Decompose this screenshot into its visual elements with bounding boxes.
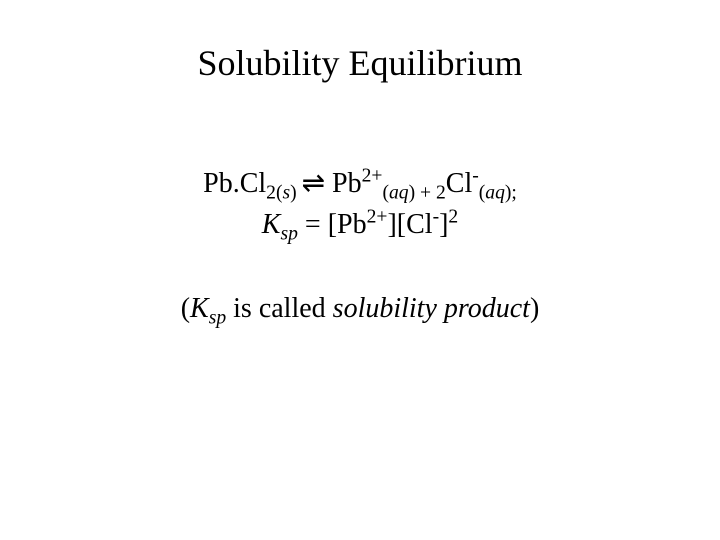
slide: Solubility Equilibrium Pb.Cl2(s) ⇌ Pb2+(… xyxy=(0,0,720,540)
ksp-sp: sp xyxy=(280,223,297,244)
state-aq2: aq xyxy=(485,183,505,204)
slide-title: Solubility Equilibrium xyxy=(0,42,720,84)
ksp-k: K xyxy=(262,209,281,240)
note-k: K xyxy=(190,293,209,324)
ksp-sup-2plus: 2+ xyxy=(367,206,388,227)
aq2-close-semi: ); xyxy=(505,183,517,204)
ksp-sup-2: 2 xyxy=(448,206,458,227)
note-close: ) xyxy=(530,293,539,324)
sub-aq1-open: (aq) + 2 xyxy=(382,183,445,204)
sub-close: ) xyxy=(290,183,301,204)
aq1-close-plus-2: ) + 2 xyxy=(409,183,446,204)
note-solprod: solubility product xyxy=(333,293,530,324)
sub-aq2: (aq); xyxy=(479,183,517,204)
equilibrium-equation: Pb.Cl2(s) ⇌ Pb2+(aq) + 2Cl-(aq); xyxy=(0,164,720,205)
sub-2-paren: 2( xyxy=(266,183,282,204)
ksp-eq-pb: = [Pb xyxy=(298,209,367,240)
sup-2plus: 2+ xyxy=(362,166,383,187)
equilibrium-arrow: ⇌ xyxy=(302,168,325,199)
note-sp: sp xyxy=(209,308,226,329)
state-s: s xyxy=(282,183,290,204)
state-aq1: aq xyxy=(389,183,409,204)
note-open: ( xyxy=(181,293,190,324)
ksp-expression: Ksp = [Pb2+][Cl-]2 xyxy=(0,205,720,246)
ksp-cl: ][Cl xyxy=(387,209,432,240)
product-pb: Pb xyxy=(325,168,362,199)
product-cl: Cl xyxy=(446,168,472,199)
ksp-note: (Ksp is called solubility product) xyxy=(0,293,720,325)
subscript-2s: 2(s) xyxy=(266,183,301,204)
note-is-called: is called xyxy=(226,293,333,324)
reactant-pbcl2: Pb.Cl xyxy=(203,168,266,199)
